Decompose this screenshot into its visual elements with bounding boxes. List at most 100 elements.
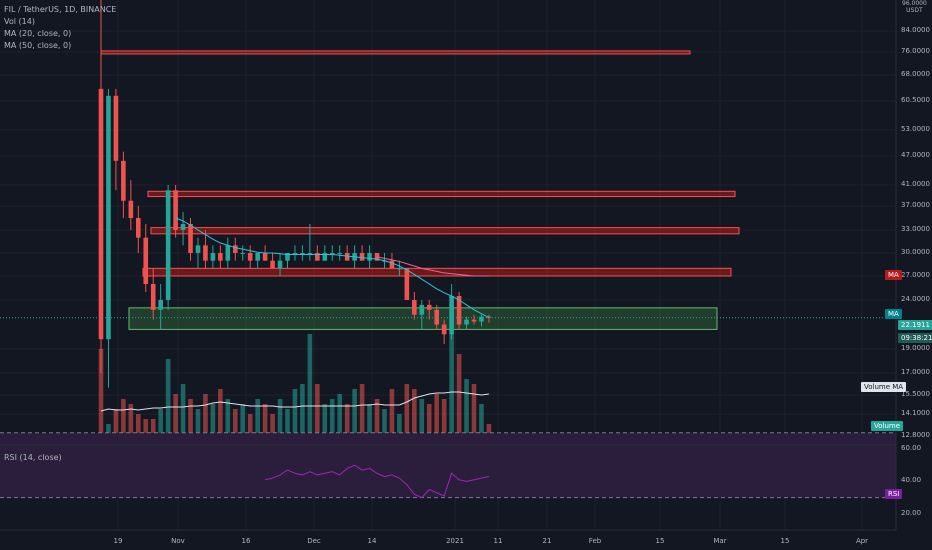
resistance-zone <box>150 227 740 235</box>
price-tick-label: 14.1000 <box>901 409 930 417</box>
time-tick-label: Nov <box>171 537 185 545</box>
volume-bar <box>292 389 298 444</box>
volume-bar <box>322 404 328 444</box>
volume-bar <box>412 389 417 444</box>
candle-body <box>240 253 246 254</box>
axis-top-price: 96.0000 <box>902 0 927 7</box>
zone-rectangles[interactable] <box>100 50 740 330</box>
rsi-line <box>265 464 490 499</box>
grid-lines <box>0 0 896 530</box>
candle-body <box>464 319 469 325</box>
rsi-pane <box>0 432 896 499</box>
volume-bar <box>441 399 447 444</box>
candle-body <box>98 88 104 340</box>
time-tick-label: 14 <box>367 537 377 545</box>
candle-body <box>165 190 171 300</box>
candle-body <box>277 260 283 269</box>
price-tick-label: 27.0000 <box>901 271 930 279</box>
candle-body <box>404 268 410 300</box>
candle-body <box>434 309 439 325</box>
volume-bar <box>479 404 484 444</box>
time-tick-label: 15 <box>780 537 790 545</box>
volume-bar <box>121 399 126 444</box>
legend-ma20[interactable]: MA (20, close, 0) <box>4 29 72 38</box>
volume-bar <box>240 404 246 444</box>
volume-bar <box>404 384 410 444</box>
legend-volume[interactable]: Vol (14) <box>4 17 35 26</box>
volume-bar <box>419 399 425 444</box>
legend-symbol[interactable]: FIL / TetherUS, 1D, BINANCE <box>4 5 117 14</box>
candle-body <box>173 190 178 230</box>
resistance-zone <box>147 190 736 198</box>
candle-body <box>479 316 484 322</box>
volume-bar <box>180 384 186 444</box>
axis-currency: USDT <box>906 7 923 14</box>
candle-body <box>471 319 477 322</box>
candle-body <box>397 268 402 270</box>
volume-bar <box>337 394 343 444</box>
ma50-line <box>376 256 489 277</box>
price-tick-label: 84.0000 <box>901 26 930 34</box>
candle-body <box>180 224 186 230</box>
last-price-tag: 22.1911 <box>898 320 932 330</box>
candle-body <box>262 253 268 261</box>
volume-bar <box>382 409 387 444</box>
price-tick-label: 30.0000 <box>901 248 930 256</box>
volume-bar <box>203 394 208 444</box>
ma20-line <box>175 217 490 319</box>
volume-bar <box>285 409 290 444</box>
time-tick-label: Apr <box>855 537 869 545</box>
candle-body <box>106 95 111 340</box>
volume-ma-tag: Volume MA <box>861 382 907 392</box>
candle-body <box>344 253 350 261</box>
bar-countdown-tag: 09:38:21 <box>898 333 932 343</box>
volume-bar <box>426 404 432 444</box>
volume-ma-line <box>100 391 489 412</box>
volume-bar <box>367 404 372 444</box>
candle-body <box>449 296 454 335</box>
candle-body <box>300 253 305 254</box>
price-tick-label: 37.0000 <box>901 201 930 209</box>
price-tick-label: 12.8000 <box>901 431 930 439</box>
volume-bar <box>98 349 104 444</box>
candle-body <box>329 253 335 254</box>
candle-body <box>232 245 238 253</box>
candle-body <box>218 253 223 261</box>
rsi-tick-label: 40.00 <box>901 476 922 485</box>
time-tick-label: Feb <box>588 537 602 545</box>
price-tick-label: 15.5000 <box>901 390 930 398</box>
time-tick-label: 19 <box>113 537 123 545</box>
volume-bars <box>98 334 492 444</box>
ma-lines <box>0 217 896 319</box>
volume-bar <box>329 399 335 444</box>
candle-body <box>121 160 126 201</box>
candle-body <box>367 253 372 261</box>
price-tick-label: 24.0000 <box>901 295 930 303</box>
time-tick-label: 15 <box>655 537 665 545</box>
rsi-legend[interactable]: RSI (14, close) <box>4 453 62 462</box>
rsi-tick-label: 60.00 <box>901 444 922 452</box>
price-tick-label: 76.0000 <box>901 47 930 55</box>
candle-body <box>441 324 447 335</box>
price-tick-label: 60.5000 <box>901 96 930 104</box>
candle-body <box>225 245 231 261</box>
volume-bar <box>464 379 469 444</box>
volume-bar <box>143 419 149 444</box>
volume-bar <box>449 334 454 444</box>
candle-body <box>195 245 201 253</box>
volume-bar <box>165 359 171 444</box>
legend-ma50[interactable]: MA (50, close, 0) <box>4 41 72 50</box>
volume-bar <box>277 399 283 444</box>
volume-bar <box>225 399 231 444</box>
rsi-tag: RSI <box>885 489 903 499</box>
volume-bar <box>456 354 462 444</box>
volume-bar <box>150 419 156 444</box>
volume-bar <box>262 404 268 444</box>
candle-body <box>389 260 395 269</box>
volume-bar <box>397 414 402 444</box>
candle-body <box>158 300 163 310</box>
time-tick-label: Dec <box>307 537 321 545</box>
candle-body <box>337 253 343 254</box>
candle-body <box>359 253 365 261</box>
